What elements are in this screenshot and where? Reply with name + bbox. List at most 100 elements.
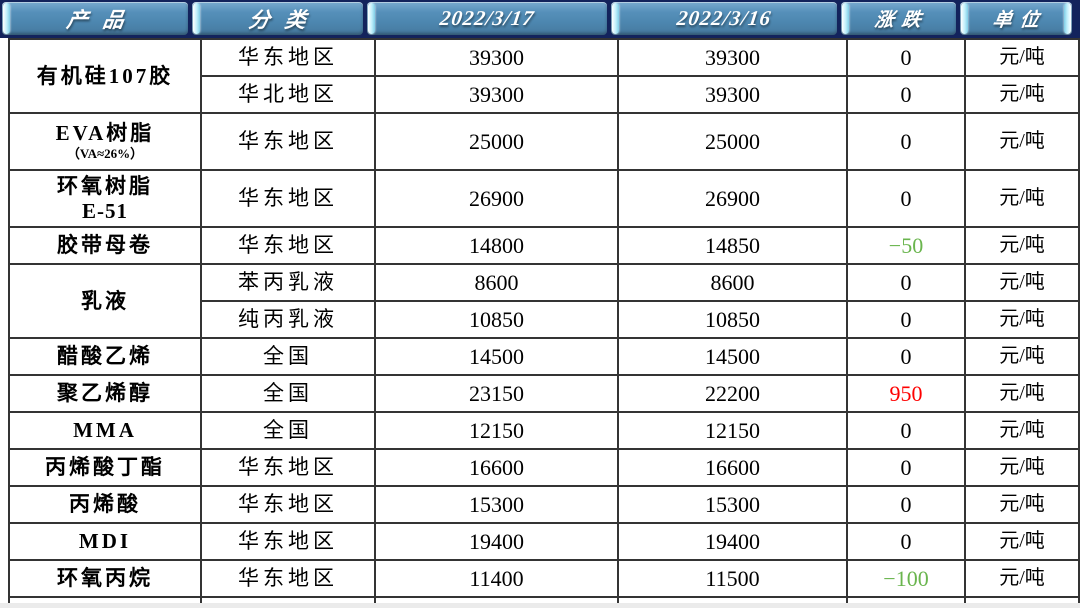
table-row: 华北地区 39300 39300 0 元/吨: [9, 75, 1080, 114]
price-0317-cell: 39300: [374, 75, 619, 114]
category-cell: 华东地区: [200, 112, 376, 171]
change-cell: 0: [846, 112, 966, 171]
product-cell: EVA树脂 （VA≈26%）: [8, 112, 202, 171]
price-0317-cell: 19400: [374, 522, 619, 561]
price-0316-cell: 22200: [617, 374, 848, 413]
unit-cell: 元/吨: [964, 559, 1080, 598]
bevel-highlight: [368, 3, 375, 34]
table-row: MMA 全国 12150 12150 0 元/吨: [8, 411, 1080, 450]
price-0317-cell: 16600: [374, 448, 619, 487]
product-name: EVA树脂: [55, 121, 155, 146]
price-0317-cell: 8600: [374, 263, 619, 302]
bevel-highlight: [612, 3, 619, 34]
header-product-label: 产品: [64, 7, 141, 32]
product-cell: 丙烯酸: [8, 485, 202, 524]
product-subtitle: （VA≈26%）: [66, 145, 144, 161]
change-cell: 0: [846, 485, 966, 524]
empty-cell: [8, 596, 202, 603]
unit-cell: 元/吨: [964, 485, 1080, 524]
header-cell-unit: 单位: [960, 2, 1072, 35]
price-0317-cell: 39300: [374, 38, 619, 77]
product-name: 环氧树脂: [57, 174, 153, 199]
change-cell: −50: [846, 226, 966, 265]
unit-cell: 元/吨: [964, 75, 1080, 114]
header-cell-change: 涨跌: [841, 2, 956, 35]
price-0316-cell: 25000: [617, 112, 848, 171]
product-name-line2: E-51: [82, 198, 128, 223]
category-cell: 华东地区: [200, 485, 376, 524]
category-cell: 全国: [200, 374, 376, 413]
unit-cell: 元/吨: [964, 411, 1080, 450]
price-0317-cell: 26900: [374, 169, 619, 228]
table-row: 丙烯酸丁酯 华东地区 16600 16600 0 元/吨: [8, 448, 1080, 487]
table-row: 醋酸乙烯 全国 14500 14500 0 元/吨: [8, 337, 1080, 376]
category-cell: 华东地区: [200, 522, 376, 561]
table-row: MDI 华东地区 19400 19400 0 元/吨: [8, 522, 1080, 561]
change-cell: 0: [846, 169, 966, 228]
product-cell: 环氧树脂 E-51: [8, 169, 202, 228]
change-cell: 0: [846, 75, 966, 114]
table-header: 产品 分类 2022/3/17 2022/3/16 涨跌 单位: [0, 0, 1080, 38]
bevel-highlight: [193, 3, 200, 34]
change-cell: 0: [846, 38, 966, 77]
table-row: 聚乙烯醇 全国 23150 22200 950 元/吨: [8, 374, 1080, 413]
table-row: 乳液 苯丙乳液 8600 8600 0 元/吨: [8, 263, 1080, 339]
unit-cell: 元/吨: [964, 169, 1080, 228]
table-row: 有机硅107胶 华东地区 39300 39300 0 元/吨: [8, 38, 1080, 114]
header-cell-category: 分类: [192, 2, 363, 35]
header-cell-date2: 2022/3/16: [611, 2, 837, 35]
table-body: 有机硅107胶 华东地区 39300 39300 0 元/吨 华北地区 3930…: [8, 38, 1080, 603]
category-cell: 华北地区: [200, 75, 376, 114]
bottom-edge: [0, 603, 1080, 608]
category-cell: 华东地区: [200, 169, 376, 228]
price-0317-cell: 14800: [374, 226, 619, 265]
product-cell: MDI: [8, 522, 202, 561]
price-0316-cell: 26900: [617, 169, 848, 228]
category-cell: 华东地区: [200, 226, 376, 265]
price-0316-cell: 39300: [617, 75, 848, 114]
price-0317-cell: 10850: [374, 300, 619, 339]
unit-cell: 元/吨: [964, 112, 1080, 171]
header-change-label: 涨跌: [873, 10, 931, 31]
header-category-label: 分类: [247, 7, 323, 32]
unit-cell: 元/吨: [964, 374, 1080, 413]
table-row: 纯丙乳液 10850 10850 0 元/吨: [9, 300, 1080, 339]
price-0316-cell: 19400: [617, 522, 848, 561]
unit-cell: 元/吨: [964, 38, 1080, 77]
price-0317-cell: 12150: [374, 411, 619, 450]
empty-cell: [374, 596, 619, 603]
price-0317-cell: 11400: [374, 559, 619, 598]
unit-cell: 元/吨: [964, 337, 1080, 376]
price-table: 有机硅107胶 华东地区 39300 39300 0 元/吨 华北地区 3930…: [8, 38, 1080, 603]
change-cell: 0: [846, 263, 966, 302]
header-date2-label: 2022/3/16: [675, 6, 773, 30]
price-0316-cell: 12150: [617, 411, 848, 450]
unit-cell: 元/吨: [964, 448, 1080, 487]
table-row: EVA树脂 （VA≈26%） 华东地区 25000 25000 0 元/吨: [8, 112, 1080, 171]
bevel-highlight: [1064, 3, 1071, 34]
empty-cell: [200, 596, 376, 603]
table-row: 环氧丙烷 华东地区 11400 11500 −100 元/吨: [8, 559, 1080, 598]
price-0316-cell: 10850: [617, 300, 848, 339]
product-cell: 乳液: [8, 263, 202, 339]
category-cell: 华东地区: [200, 559, 376, 598]
bevel-highlight: [3, 3, 10, 34]
price-0316-cell: 14850: [617, 226, 848, 265]
change-cell: 0: [846, 337, 966, 376]
empty-cell: [964, 596, 1080, 603]
product-cell: 丙烯酸丁酯: [8, 448, 202, 487]
price-0316-cell: 14500: [617, 337, 848, 376]
price-0316-cell: 39300: [617, 38, 848, 77]
header-cell-product: 产品: [2, 2, 188, 35]
header-unit-label: 单位: [991, 10, 1049, 31]
price-0317-cell: 15300: [374, 485, 619, 524]
change-cell: 0: [846, 522, 966, 561]
unit-cell: 元/吨: [964, 522, 1080, 561]
price-0316-cell: 11500: [617, 559, 848, 598]
header-cell-date1: 2022/3/17: [367, 2, 607, 35]
header-date1-label: 2022/3/17: [438, 6, 536, 30]
category-cell: 苯丙乳液: [200, 263, 376, 302]
price-0317-cell: 14500: [374, 337, 619, 376]
product-cell: 胶带母卷: [8, 226, 202, 265]
